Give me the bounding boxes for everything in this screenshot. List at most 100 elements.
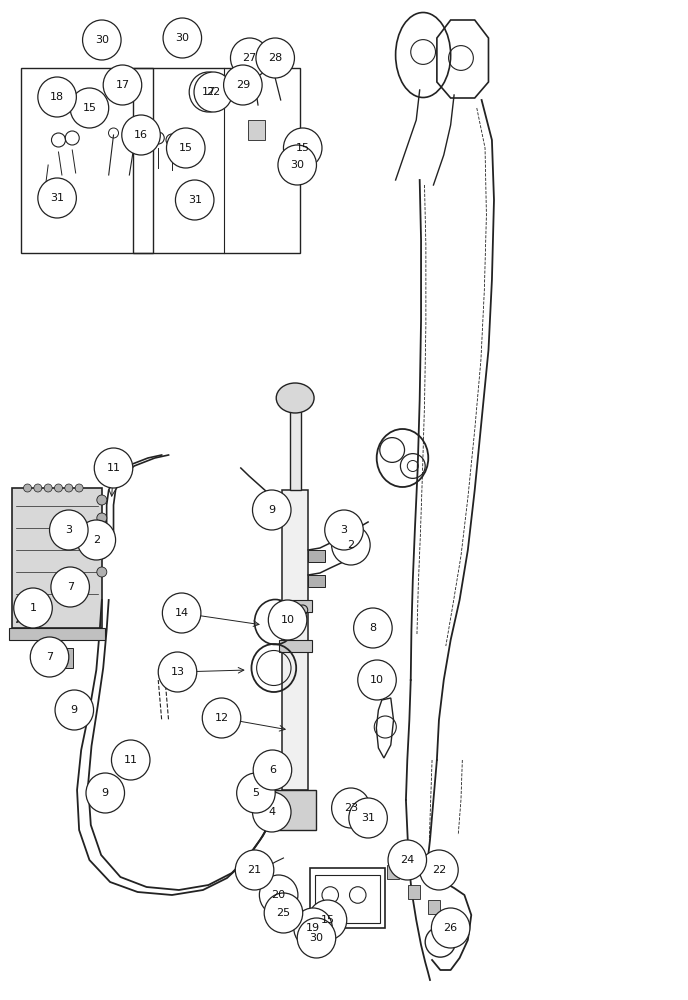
Ellipse shape [354,608,392,648]
Ellipse shape [70,88,109,128]
Circle shape [44,484,52,492]
Text: 5: 5 [252,788,259,798]
Bar [387,865,399,879]
Text: 10: 10 [281,615,294,625]
Text: 2: 2 [93,535,100,545]
Text: 15: 15 [296,143,310,153]
Ellipse shape [268,600,307,640]
Ellipse shape [94,448,133,488]
Text: 30: 30 [175,33,189,43]
Circle shape [65,484,73,492]
Text: 12: 12 [215,713,228,723]
Bar [21,68,153,253]
Text: 17: 17 [116,80,129,90]
Ellipse shape [51,567,89,607]
Text: 23: 23 [344,803,358,813]
Ellipse shape [230,38,269,78]
Ellipse shape [122,115,160,155]
Ellipse shape [283,128,322,168]
Text: 1: 1 [30,603,36,613]
Bar [55,648,74,668]
Ellipse shape [14,588,52,628]
Text: 30: 30 [290,160,304,170]
Ellipse shape [308,900,347,940]
Bar [279,600,312,612]
Bar [290,410,301,490]
Text: 14: 14 [175,608,189,618]
Circle shape [54,484,63,492]
Ellipse shape [86,773,125,813]
Text: 2: 2 [347,540,354,550]
Ellipse shape [111,740,150,780]
Text: 22: 22 [432,865,446,875]
Ellipse shape [189,72,228,112]
Ellipse shape [349,798,387,838]
Ellipse shape [38,178,76,218]
Ellipse shape [325,510,363,550]
Bar [308,575,325,587]
Ellipse shape [175,180,214,220]
Text: 18: 18 [50,92,64,102]
Text: 7: 7 [46,652,53,662]
Ellipse shape [431,908,470,948]
Bar [133,68,300,253]
Ellipse shape [332,788,370,828]
Text: 9: 9 [71,705,78,715]
Ellipse shape [158,652,197,692]
Circle shape [97,531,107,541]
Text: 13: 13 [171,667,184,677]
Ellipse shape [252,490,291,530]
Ellipse shape [259,875,298,915]
Bar [308,550,325,562]
Ellipse shape [252,792,291,832]
Text: 24: 24 [400,855,414,865]
Ellipse shape [38,77,76,117]
Ellipse shape [294,908,332,948]
Text: 11: 11 [107,463,120,473]
Ellipse shape [224,65,262,105]
Ellipse shape [55,690,94,730]
Ellipse shape [278,145,316,185]
Circle shape [97,549,107,559]
Text: 6: 6 [269,765,276,775]
Bar [315,875,380,923]
Bar [429,900,440,914]
Text: 31: 31 [361,813,375,823]
Ellipse shape [103,65,142,105]
Bar [264,504,282,520]
Circle shape [97,495,107,505]
Text: 9: 9 [102,788,109,798]
Ellipse shape [77,520,116,560]
Circle shape [23,484,32,492]
Ellipse shape [264,893,303,933]
Ellipse shape [194,72,233,112]
Ellipse shape [358,660,396,700]
Text: 31: 31 [188,195,202,205]
Text: 16: 16 [134,130,148,140]
Bar [97,787,116,803]
Text: 10: 10 [370,675,384,685]
Text: 21: 21 [248,865,261,875]
Text: 9: 9 [268,505,275,515]
Bar [282,490,308,790]
Text: 7: 7 [67,582,74,592]
Text: 28: 28 [268,53,282,63]
Ellipse shape [202,698,241,738]
Text: 22: 22 [206,87,220,97]
Ellipse shape [332,525,370,565]
Ellipse shape [237,773,275,813]
Bar [12,488,102,628]
Text: 25: 25 [277,908,290,918]
Text: 3: 3 [341,525,347,535]
Bar [279,640,312,652]
Ellipse shape [297,918,336,958]
Ellipse shape [83,20,121,60]
Ellipse shape [162,593,201,633]
Text: 4: 4 [268,807,275,817]
Text: 3: 3 [65,525,72,535]
Text: 29: 29 [236,80,250,90]
Text: 30: 30 [95,35,109,45]
Circle shape [75,484,83,492]
Circle shape [97,513,107,523]
Ellipse shape [50,510,88,550]
